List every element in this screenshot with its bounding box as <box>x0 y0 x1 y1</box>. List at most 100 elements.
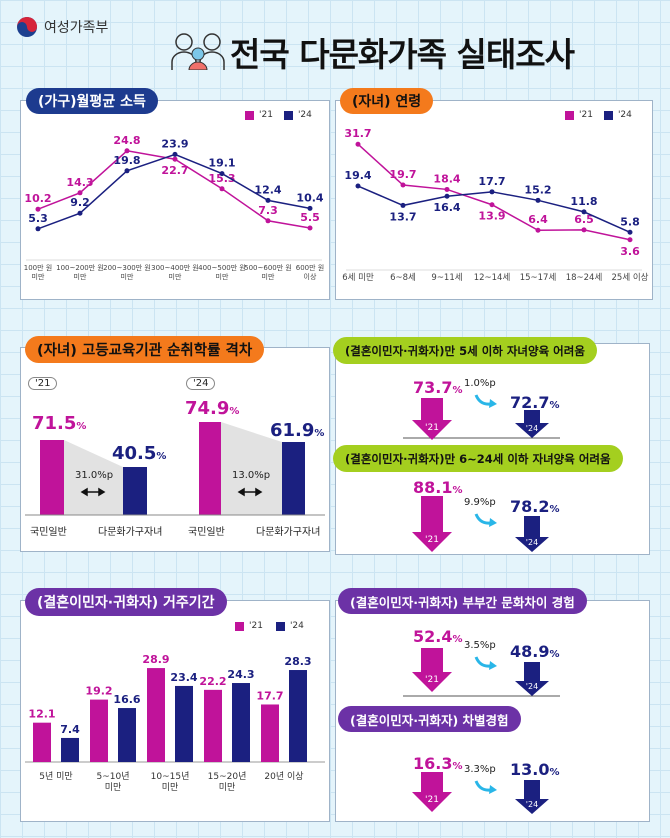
data-point <box>535 227 541 233</box>
data-point <box>581 227 587 233</box>
x-tick-label: 6세 미만 <box>342 273 374 283</box>
value-2021: 88.1% <box>413 478 463 497</box>
value-24-general: 74.9% <box>185 398 240 419</box>
label-21-multicultural: 다문화가구자녀 <box>98 527 163 538</box>
data-point <box>489 189 495 195</box>
bar-label: 22.2 <box>199 675 226 688</box>
comparison-arrows: '21 '24 <box>412 772 549 814</box>
data-point <box>265 197 271 203</box>
data-label: 9.2 <box>70 196 90 209</box>
income-line-chart: 10.2 14.3 24.8 22.7 15.3 7.3 5.5 5.3 9.2 19.8 23.9… <box>24 134 324 281</box>
down-arrow-2024-icon <box>515 780 549 814</box>
data-label: 23.9 <box>161 137 188 150</box>
difference: 3.5%p <box>464 640 496 651</box>
data-label: 18.4 <box>433 172 460 185</box>
x-tick-label: 400~500만 원 미만 <box>198 263 246 281</box>
income-panel <box>20 100 330 300</box>
x-tick-label: 500~600만 원 미만 <box>244 263 292 281</box>
data-point <box>355 141 361 147</box>
value-2021: 16.3% <box>413 754 463 773</box>
ministry-name: 여성가족부 <box>44 20 109 36</box>
x-tick-label: 18~24세 <box>566 273 603 283</box>
down-arrow-2021-icon <box>412 398 452 440</box>
bar-label: 23.4 <box>170 671 197 684</box>
x-tick-label: 5년 미만 <box>39 771 72 782</box>
svg-text:'21: '21 <box>425 423 439 433</box>
curved-arrow-icon <box>474 394 491 406</box>
comparison-title: (결혼이민자·귀화자)만 5세 이하 자녀양육 어려움 <box>333 337 597 364</box>
value-2024: 48.9% <box>510 642 560 661</box>
data-label: 15.3 <box>208 172 235 185</box>
difference: 9.9%p <box>464 497 496 508</box>
double-arrow-icon <box>237 487 263 497</box>
data-point <box>355 183 361 189</box>
x-tick-label: 20년 이상 <box>264 771 303 782</box>
value-2024: 72.7% <box>510 393 560 412</box>
education-title: (자녀) 고등교육기관 순취학률 격차 <box>25 336 265 363</box>
bar-label: 28.3 <box>284 655 311 668</box>
gap-24: 13.0%p <box>232 470 271 481</box>
svg-text:'21: '21 <box>425 535 439 545</box>
data-label: 5.8 <box>620 215 640 228</box>
svg-text:'24: '24 <box>526 538 538 547</box>
age-panel <box>335 100 653 300</box>
down-arrow-2021-icon <box>412 772 452 812</box>
bar-label: 28.9 <box>142 653 169 666</box>
data-label: 22.7 <box>161 164 188 177</box>
x-tick-label: 100~200만 원 미만 <box>56 263 104 281</box>
residence-legend: '21'24 <box>235 621 304 631</box>
data-point <box>172 156 178 162</box>
taegeuk-emblem-icon <box>17 17 37 37</box>
age-title: (자녀) 연령 <box>340 88 434 114</box>
bar <box>175 685 193 762</box>
data-label: 17.7 <box>478 175 505 188</box>
bar <box>33 722 51 762</box>
bar <box>204 689 222 762</box>
down-arrow-2021-icon <box>412 496 452 552</box>
value-21-general: 71.5% <box>32 413 87 434</box>
bar <box>232 683 250 762</box>
data-point <box>35 226 41 232</box>
label-24-multicultural: 다문화가구자녀 <box>256 527 321 538</box>
data-point <box>444 186 450 192</box>
data-point <box>124 168 130 174</box>
x-tick-label: 15~17세 <box>520 273 557 283</box>
year-tag-24: '24 <box>186 377 216 390</box>
curved-arrow-icon <box>474 780 491 792</box>
x-tick-label: 100만 원 미만 <box>24 263 52 281</box>
data-label: 19.8 <box>113 154 140 167</box>
down-arrow-2021-icon <box>412 648 452 692</box>
data-point <box>489 202 495 208</box>
data-point <box>77 190 83 196</box>
bar <box>61 737 79 762</box>
value-2021: 52.4% <box>413 627 463 646</box>
income-title: (가구)월평균 소득 <box>26 88 158 114</box>
bar-label: 7.4 <box>60 723 80 736</box>
data-point <box>77 210 83 216</box>
value-2021: 73.7% <box>413 378 463 397</box>
year-tag-21: '21 <box>28 377 58 390</box>
comparison-arrows: '21 '24 <box>412 496 549 552</box>
ministry-logo: 여성가족부 <box>16 16 108 38</box>
data-label: 15.2 <box>524 183 551 196</box>
data-point <box>400 182 406 188</box>
bar-label: 24.3 <box>227 668 254 681</box>
svg-text:'24: '24 <box>526 424 538 433</box>
data-point <box>627 229 633 235</box>
data-label: 10.4 <box>296 191 323 204</box>
label-24-general: 국민일반 <box>188 527 225 538</box>
curved-arrow-icon <box>474 513 491 525</box>
data-point <box>219 171 225 177</box>
residence-title: (결혼이민자·귀화자) 거주기간 <box>25 588 227 616</box>
data-point <box>307 225 313 231</box>
svg-text:'24: '24 <box>526 800 538 809</box>
data-label: 31.7 <box>344 127 371 140</box>
bar <box>261 704 279 762</box>
education-bars <box>25 422 325 516</box>
bar <box>289 670 307 762</box>
data-label: 6.5 <box>574 213 594 226</box>
value-2024: 78.2% <box>510 497 560 516</box>
data-label: 14.3 <box>66 176 93 189</box>
x-tick-label: 9~11세 <box>431 273 462 283</box>
comparison-title: (결혼이민자·귀화자) 부부간 문화차이 경험 <box>338 588 587 614</box>
